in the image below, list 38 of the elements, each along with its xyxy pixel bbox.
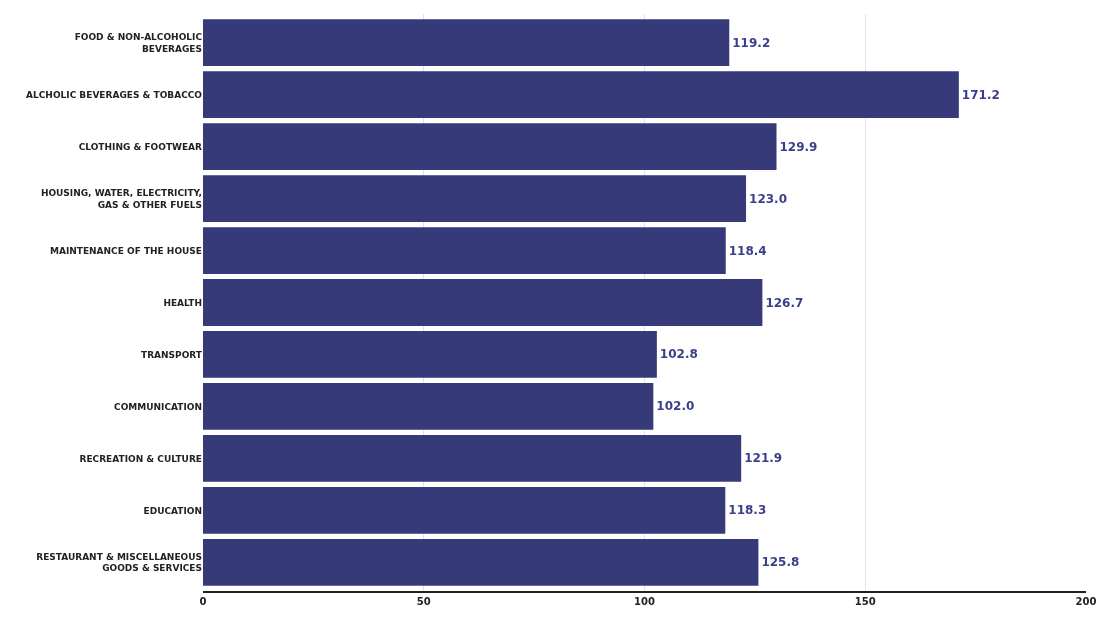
data-label: 119.2 [732, 35, 771, 50]
bar [203, 175, 747, 222]
bar [203, 279, 763, 326]
x-tick-label: 0 [199, 596, 207, 607]
data-label: 125.8 [761, 555, 800, 570]
data-label: 171.2 [961, 87, 1000, 102]
y-tick-label: COMMUNICATION [114, 401, 202, 412]
bar [203, 331, 657, 378]
x-tick-label: 200 [1075, 596, 1097, 607]
data-label: 129.9 [779, 139, 818, 154]
y-tick-label: RESTAURANT & MISCELLANEOUS GOODS & SERVICES [36, 551, 202, 574]
data-label: 102.0 [656, 399, 695, 414]
y-tick-label: HEALTH [163, 297, 202, 308]
x-tick-label: 50 [416, 596, 431, 607]
data-label: 126.7 [765, 295, 804, 310]
x-tick-label: 100 [634, 596, 655, 607]
bar [203, 435, 742, 482]
bar [203, 539, 759, 586]
data-label: 102.8 [659, 347, 698, 362]
data-label: 121.9 [744, 451, 783, 466]
y-tick-label: TRANSPORT [141, 349, 203, 360]
y-tick-label: MAINTENANCE OF THE HOUSE [49, 245, 202, 256]
bar [203, 487, 726, 534]
bar [203, 123, 777, 170]
bar [203, 19, 730, 66]
y-tick-label: CLOTHING & FOOTWEAR [78, 141, 203, 152]
y-tick-label: ALCHOLIC BEVERAGES & TOBACCO [26, 89, 203, 100]
data-label: 118.3 [728, 503, 767, 518]
x-tick-label: 150 [854, 596, 876, 607]
bar [203, 383, 654, 430]
y-tick-label: FOOD & NON-ALCOHOLIC BEVERAGES [74, 31, 203, 54]
y-tick-label: RECREATION & CULTURE [79, 453, 202, 464]
y-tick-label: EDUCATION [143, 505, 202, 516]
bar [203, 71, 959, 118]
data-label: 123.0 [749, 191, 788, 206]
data-label: 118.4 [728, 243, 767, 258]
bar [203, 227, 726, 274]
y-tick-label: HOUSING, WATER, ELECTRICITY, GAS & OTHER FUELS [40, 187, 202, 210]
